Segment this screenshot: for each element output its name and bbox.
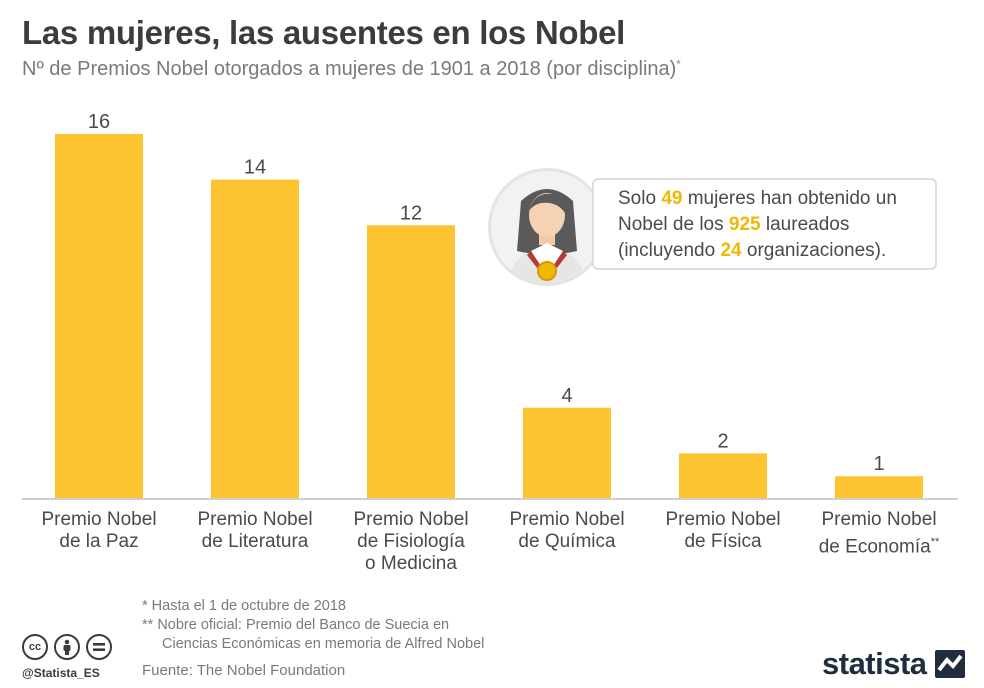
category-label-line: Premio Nobel	[197, 509, 313, 530]
category-label-4: Premio Nobel de Química	[492, 509, 642, 553]
value-label-1: 16	[88, 111, 110, 133]
category-label-line: de Literatura	[201, 531, 309, 552]
callout-text-2: mujeres han obtenido un Nobel de los	[618, 188, 897, 235]
cc-icon-text: cc	[28, 641, 42, 653]
value-label-3: 12	[400, 202, 422, 224]
value-label-4: 4	[561, 385, 572, 407]
statista-logo-text: statista	[822, 646, 927, 681]
chart-title: Las mujeres, las ausentes en los Nobel	[22, 14, 626, 51]
footnote-2-line-1: ** Nobre oficial: Premio del Banco de Su…	[142, 617, 450, 633]
category-label-line: Premio Nobel	[353, 509, 469, 530]
bar-1	[55, 134, 143, 499]
value-label-6: 1	[873, 453, 884, 475]
callout-orgs-count: 24	[720, 240, 742, 261]
callout-text-4: organizaciones).	[741, 240, 887, 261]
category-label-2: Premio Nobel de Literatura	[180, 509, 330, 553]
statista-logo[interactable]: statista	[822, 646, 965, 682]
license-icons: cc	[22, 634, 112, 660]
category-label-line: de Fisiología	[357, 531, 465, 552]
bar-2	[211, 179, 299, 499]
bar-6	[835, 476, 923, 499]
category-label-line: de Economía**	[818, 536, 940, 558]
category-label-line: de la Paz	[59, 531, 139, 552]
callout-laureates-count: 925	[728, 214, 761, 235]
callout-text-3: laureados (incluyendo	[618, 214, 850, 261]
category-label-line: Premio Nobel	[821, 509, 937, 530]
category-footnote-mark: **	[930, 536, 940, 548]
category-label-5: Premio Nobel de Física	[648, 509, 798, 553]
woman-medal-icon	[488, 168, 606, 286]
value-label-2: 14	[244, 157, 266, 179]
chart-subtitle: Nº de Premios Nobel otorgados a mujeres …	[22, 58, 681, 81]
bar-5	[679, 453, 767, 499]
equals-icon	[86, 634, 112, 660]
category-label-3: Premio Nobel de Fisiología o Medicina	[336, 509, 486, 575]
bar-3	[367, 225, 455, 499]
category-label-line: o Medicina	[365, 553, 457, 574]
bar-4	[523, 407, 611, 499]
cc-icon: cc	[22, 634, 48, 660]
category-label-6: Premio Nobel de Economía**	[804, 509, 954, 558]
category-label-line: Premio Nobel	[665, 509, 781, 530]
callout-box: Solo 49 mujeres han obtenido un Nobel de…	[592, 178, 937, 270]
footnote-2-line-2: Ciencias Económicas en memoria de Alfred…	[162, 636, 485, 652]
source-note: Fuente: The Nobel Foundation	[142, 662, 346, 679]
category-label-line: de Química	[518, 531, 616, 552]
subtitle-text: Nº de Premios Nobel otorgados a mujeres …	[22, 58, 677, 80]
category-label-line: de Física	[684, 531, 762, 552]
person-icon	[54, 634, 80, 660]
category-label-line: Premio Nobel	[509, 509, 625, 530]
value-label-5: 2	[717, 430, 728, 452]
category-label-line: Premio Nobel	[41, 509, 157, 530]
footnotes: * Hasta el 1 de octubre de 2018 ** Nobre…	[142, 597, 484, 654]
subtitle-footnote-mark: *	[676, 58, 681, 71]
statista-logo-icon	[934, 650, 965, 678]
category-label-1: Premio Nobel de la Paz	[24, 509, 174, 553]
callout-women-count: 49	[661, 188, 683, 209]
social-handle: @Statista_ES	[22, 666, 100, 680]
callout-text-1: Solo	[618, 188, 662, 209]
footnote-1: * Hasta el 1 de octubre de 2018	[142, 598, 346, 614]
